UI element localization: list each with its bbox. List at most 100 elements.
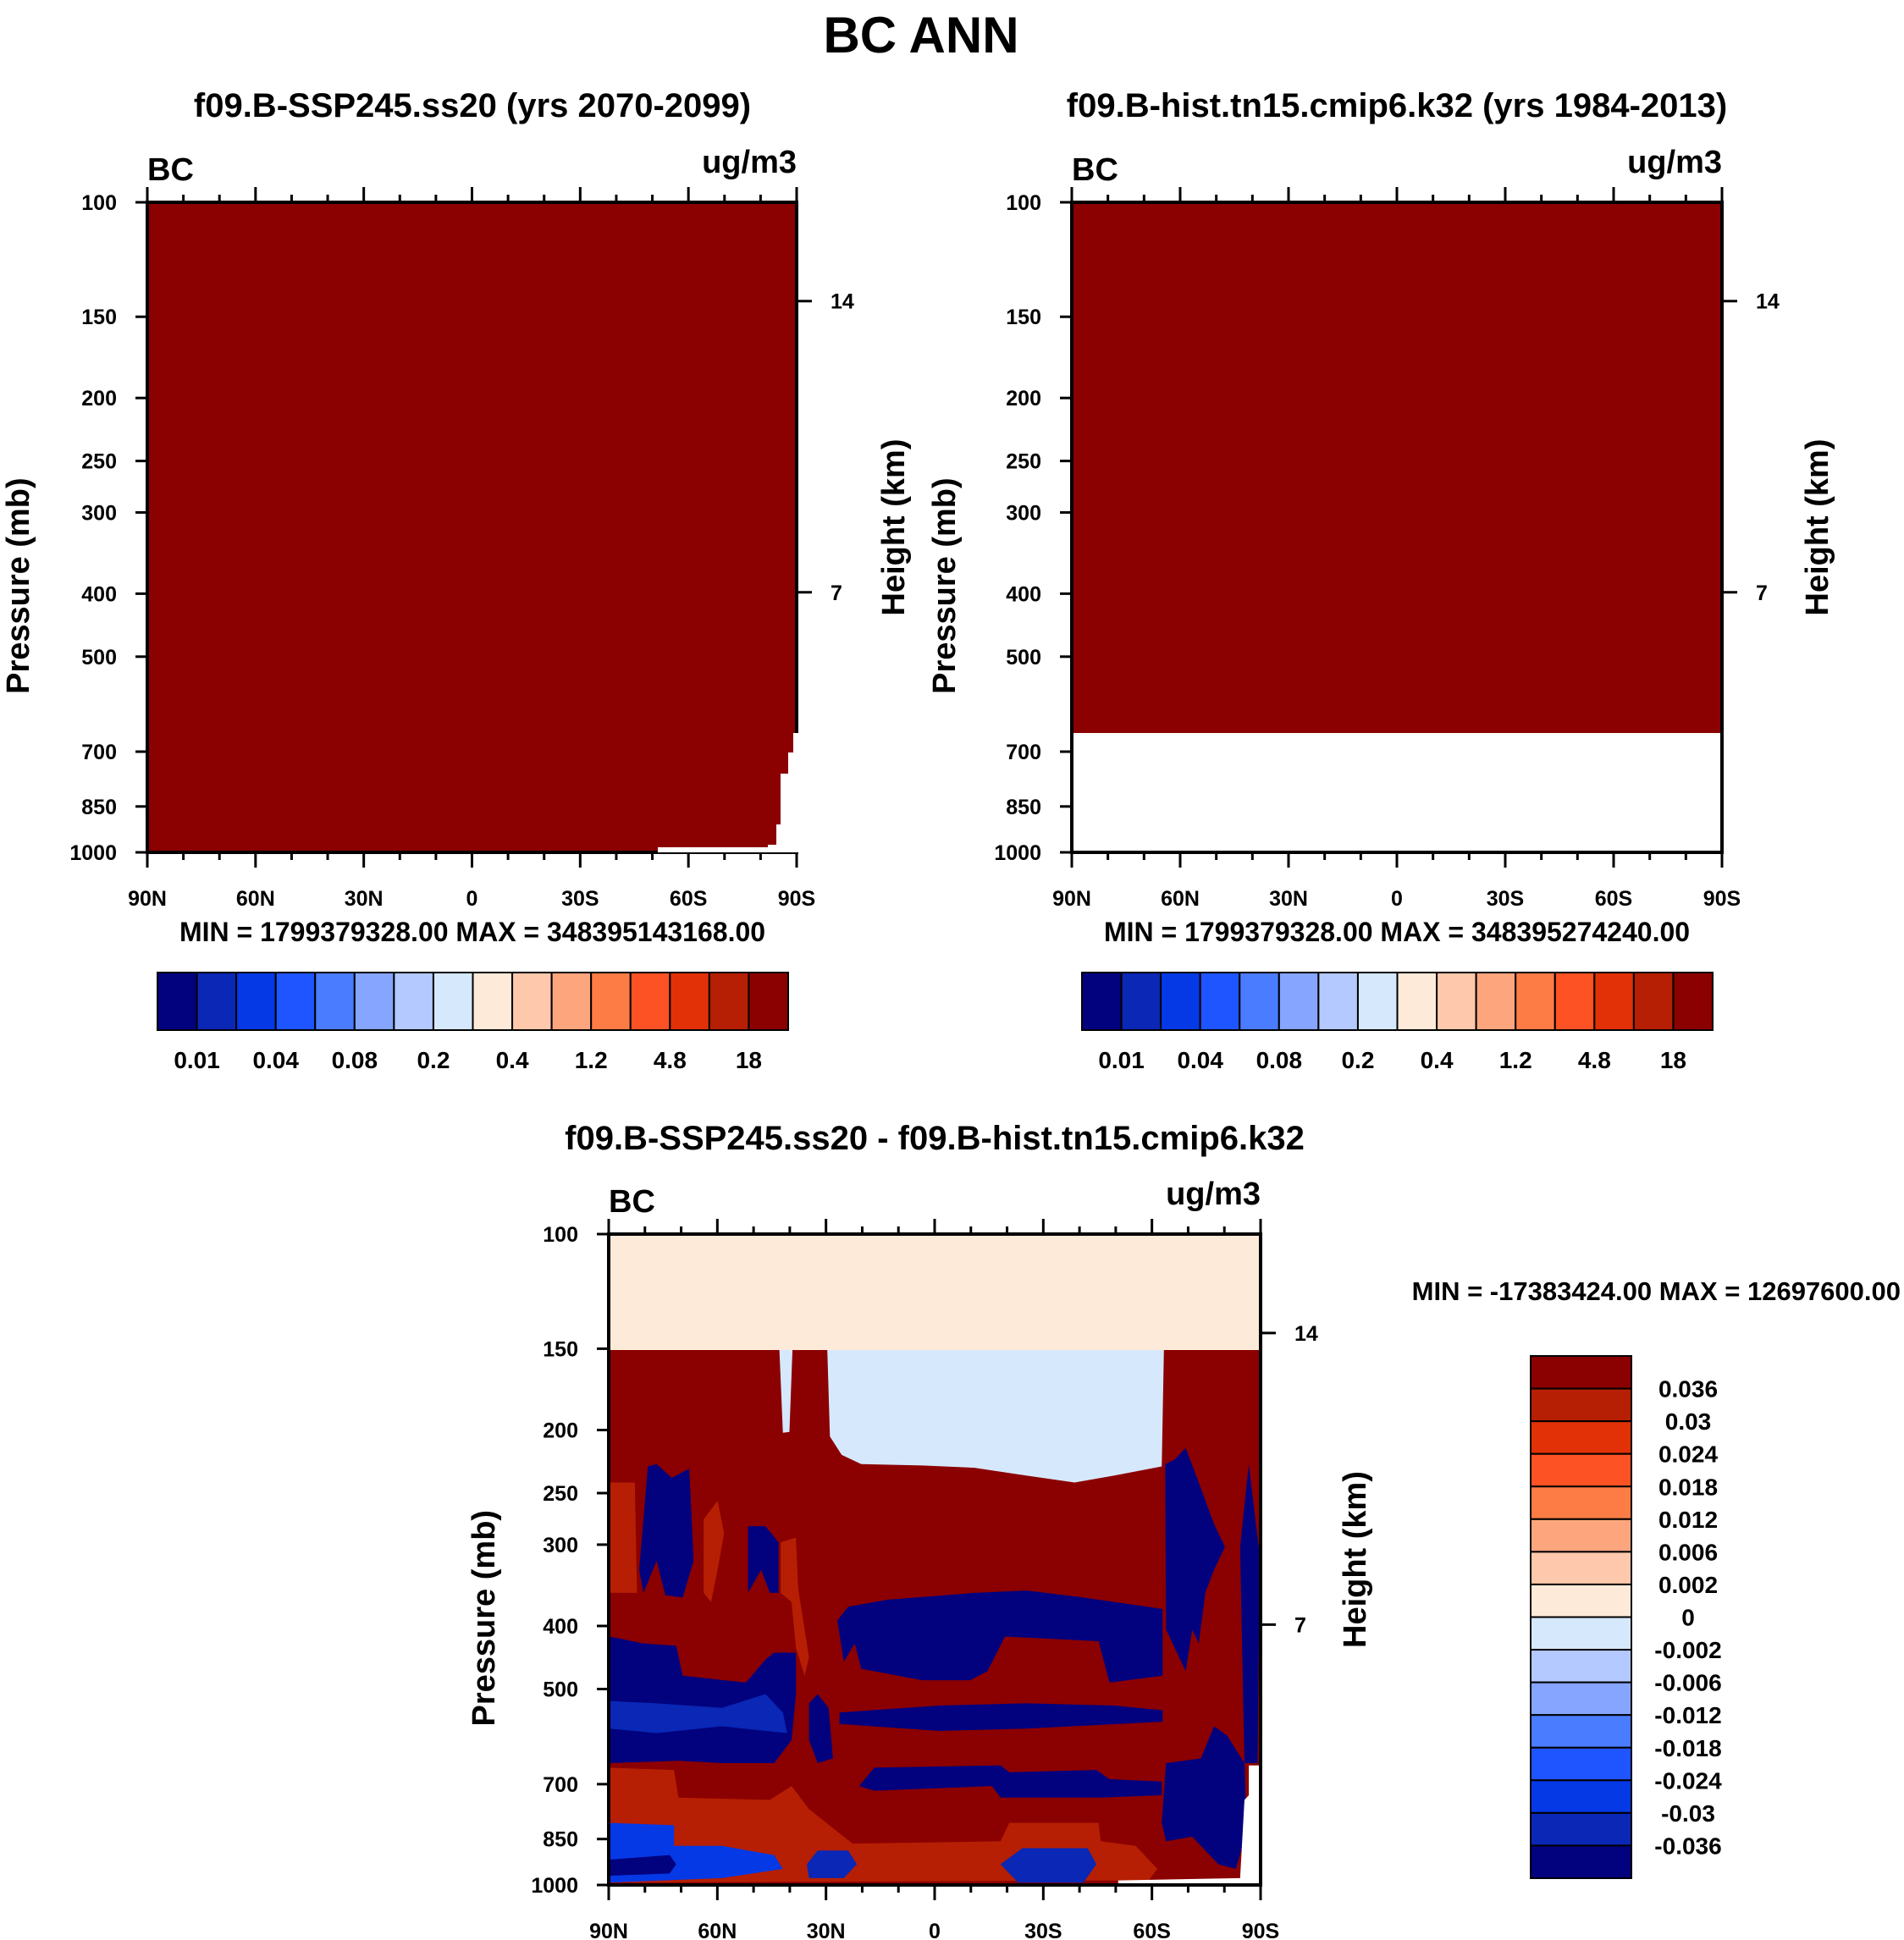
x-tick-label: 60S	[670, 887, 707, 911]
height-tick-label: 7	[1294, 1613, 1306, 1637]
x-tick-label: 0	[1391, 887, 1403, 911]
colorbar-box	[1530, 1420, 1632, 1455]
colorbar-box	[432, 972, 474, 1031]
contour-fill	[610, 1694, 787, 1733]
y-tick-label: 850	[1006, 796, 1041, 819]
y-tick-label: 150	[543, 1337, 578, 1361]
y-tick-label: 850	[543, 1828, 578, 1852]
y-tick-label: 400	[543, 1615, 578, 1639]
y-tick-label: 400	[81, 582, 117, 606]
missing-data-region	[658, 733, 1722, 852]
height-tick-label: 7	[1756, 581, 1768, 605]
colorbar-label: 0.002	[1658, 1572, 1718, 1598]
colorbar-label: 0.03	[1665, 1408, 1712, 1435]
contour-fill	[807, 1850, 858, 1878]
colorbar-box	[1515, 972, 1556, 1031]
colorbar-box	[1530, 1649, 1632, 1684]
colorbar-box	[1530, 1355, 1632, 1390]
colorbar-label: 0.04	[252, 1047, 299, 1073]
right-axis-title: Height (km)	[1338, 1471, 1373, 1648]
contour-fill	[1162, 1726, 1247, 1869]
x-tick-label: 90N	[1052, 887, 1091, 911]
colorbar-box	[1317, 972, 1359, 1031]
y-tick-label: 1000	[69, 841, 117, 865]
contour-fill	[609, 1234, 1261, 1350]
colorbar: 0.01 0.04 0.08 0.2 0.4 1.2 4.8 18	[1081, 972, 1714, 1073]
colorbar-label: 1.2	[575, 1047, 608, 1073]
x-tick-label: 90N	[128, 887, 167, 911]
colorbar-label: -0.006	[1654, 1670, 1721, 1696]
colorbar-label: 0.2	[417, 1047, 450, 1073]
colorbar-label: 0.08	[1256, 1047, 1303, 1073]
contour-field	[658, 202, 1722, 852]
colorbar-box	[1199, 972, 1241, 1031]
colorbar-box	[1356, 972, 1399, 1031]
y-axis-title: Pressure (mb)	[927, 477, 963, 694]
colorbar: 0.036 0.03 0.024 0.018 0.012 0.006 0.002 0 -0.00…	[1530, 1355, 1722, 1879]
colorbar-label: 0.012	[1658, 1507, 1718, 1533]
figure-title: BC ANN	[823, 7, 1018, 63]
y-tick-label: 150	[81, 306, 117, 329]
colorbar-box	[1530, 1583, 1632, 1618]
colorbar-box	[1530, 1811, 1632, 1847]
colorbar-label: -0.03	[1661, 1800, 1715, 1827]
y-tick-label: 500	[81, 646, 117, 670]
x-tick-label: 60S	[1133, 1920, 1170, 1940]
colorbar-box	[1475, 972, 1517, 1031]
y-tick-label: 1000	[531, 1874, 578, 1898]
contour-fill	[809, 1694, 833, 1763]
height-tick-label: 14	[1756, 290, 1780, 314]
colorbar-label: -0.002	[1654, 1637, 1721, 1663]
y-tick-label: 300	[81, 501, 117, 525]
x-tick-label: 60N	[1161, 887, 1200, 911]
colorbar-box	[274, 972, 317, 1031]
colorbar-box	[235, 972, 277, 1031]
y-tick-label: 700	[1006, 741, 1041, 764]
plot-panel: f09.B-hist.tn15.cmip6.k32 (yrs 1984-2013…	[658, 87, 1835, 947]
x-tick-label: 0	[466, 887, 478, 911]
height-tick-label: 7	[831, 581, 842, 605]
colorbar-box	[550, 972, 593, 1031]
contour-fill	[837, 1590, 1163, 1683]
contour-fill	[1000, 1848, 1097, 1883]
variable-label: BC	[1072, 152, 1118, 188]
contour-fill	[610, 1482, 637, 1593]
min-max-stats: MIN = 1799379328.00 MAX = 348395274240.0…	[1104, 917, 1690, 947]
units-label: ug/m3	[1166, 1177, 1261, 1212]
contour-fill	[1165, 1447, 1225, 1672]
x-tick-label: 90N	[589, 1920, 628, 1940]
colorbar-label: 0.01	[174, 1047, 220, 1073]
colorbar-label: 4.8	[654, 1047, 687, 1073]
contour-fill	[839, 1703, 1163, 1731]
colorbar-label: 0.024	[1658, 1441, 1718, 1468]
contour-fill	[748, 1526, 779, 1593]
units-label: ug/m3	[702, 145, 797, 180]
y-axis-title: Pressure (mb)	[466, 1510, 502, 1727]
y-axis-title: Pressure (mb)	[1, 477, 36, 694]
plot-panel: f09.B-SSP245.ss20 (yrs 2070-2099) 90N 60N 3…	[1, 87, 912, 947]
colorbar-box	[708, 972, 750, 1031]
y-tick-label: 100	[1006, 191, 1041, 215]
colorbar-label: 0.018	[1658, 1474, 1718, 1500]
contour-field	[609, 1234, 1261, 1885]
y-tick-label: 100	[81, 191, 117, 215]
colorbar-label: 0.4	[496, 1047, 529, 1073]
colorbar-box	[1530, 1714, 1632, 1749]
plot-panel: f09.B-SSP245.ss20 - f09.B-hist.tn15.cmip…	[466, 1120, 1901, 1940]
min-max-stats: MIN = 1799379328.00 MAX = 348395143168.0…	[179, 917, 765, 947]
x-tick-label: 30S	[561, 887, 599, 911]
height-tick-label: 14	[1294, 1322, 1318, 1346]
x-tick-label: 30S	[1024, 1920, 1062, 1940]
colorbar-box	[1554, 972, 1596, 1031]
colorbar-label: 18	[736, 1047, 762, 1073]
colorbar-box	[1239, 972, 1280, 1031]
y-tick-label: 850	[81, 796, 117, 819]
colorbar-label: 4.8	[1578, 1047, 1611, 1073]
plot-title: f09.B-hist.tn15.cmip6.k32 (yrs 1984-2013…	[1067, 87, 1727, 124]
colorbar-box	[1530, 1616, 1632, 1651]
colorbar-box	[1530, 1387, 1632, 1423]
y-tick-label: 250	[1006, 450, 1041, 474]
x-tick-label: 90S	[1242, 1920, 1279, 1940]
colorbar-box	[748, 972, 789, 1031]
